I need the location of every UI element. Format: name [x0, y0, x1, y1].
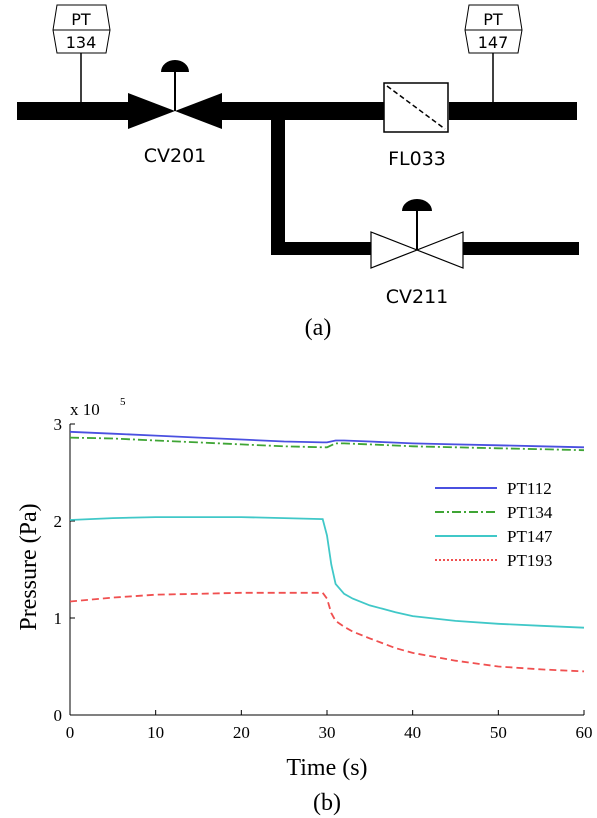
x-tick-label: 0	[66, 723, 75, 742]
branch-pipe-vertical	[271, 112, 285, 255]
series-line-pt147	[69, 516, 585, 629]
branch-pipe-bottom-left	[271, 242, 373, 255]
legend-label-pt134: PT134	[507, 503, 553, 522]
y-tick-label: 0	[54, 706, 63, 725]
x-tick-label: 30	[319, 723, 336, 742]
y-multiplier-exponent: 5	[120, 396, 126, 408]
x-tick-label: 40	[404, 723, 421, 742]
x-tick-label: 50	[490, 723, 507, 742]
valve-label-cv211: CV211	[386, 286, 449, 308]
main-pipe-right	[449, 102, 577, 120]
pid-diagram: PT 134 PT 147 CV201 FL033 CV211 (a)	[17, 4, 579, 341]
pressure-transmitter-134: PT 134	[52, 4, 111, 102]
y-ticks: 0 1 2 3	[54, 415, 75, 725]
x-tick-label: 20	[233, 723, 250, 742]
y-tick-label: 1	[54, 609, 63, 628]
y-multiplier-label: x 10	[70, 400, 100, 419]
series-lines	[69, 430, 585, 673]
legend-label-pt112: PT112	[507, 479, 552, 498]
instrument-type: PT	[483, 10, 503, 29]
legend: PT112 PT134 PT147 PT193	[435, 479, 553, 570]
legend-label-pt147: PT147	[507, 527, 553, 546]
main-pipe-left	[17, 102, 132, 120]
x-axis-label: Time (s)	[286, 755, 367, 781]
control-valve-cv201-icon	[128, 60, 222, 129]
y-tick-label: 2	[54, 512, 63, 531]
pressure-transmitter-147: PT 147	[464, 4, 523, 102]
caption-b: (b)	[313, 790, 341, 816]
instrument-tag: 147	[478, 33, 509, 52]
x-tick-label: 10	[147, 723, 164, 742]
caption-a: (a)	[305, 315, 332, 341]
x-tick-label: 60	[576, 723, 593, 742]
series-line-pt112	[69, 430, 585, 449]
valve-label-cv201: CV201	[144, 145, 207, 167]
main-pipe-middle	[218, 102, 386, 120]
legend-label-pt193: PT193	[507, 551, 552, 570]
y-axis-label: Pressure (Pa)	[16, 503, 42, 630]
series-line-pt193	[69, 591, 585, 673]
branch-pipe-bottom-right	[461, 242, 579, 255]
filter-label-fl033: FL033	[388, 148, 446, 170]
x-ticks: 0 10 20 30 40 50 60	[66, 710, 593, 742]
control-valve-cv211-icon	[370, 199, 464, 269]
series-line-pt134	[69, 436, 585, 452]
filter-fl033-icon	[383, 82, 449, 133]
instrument-type: PT	[71, 10, 91, 29]
y-tick-label: 3	[54, 415, 63, 434]
instrument-tag: 134	[66, 33, 97, 52]
